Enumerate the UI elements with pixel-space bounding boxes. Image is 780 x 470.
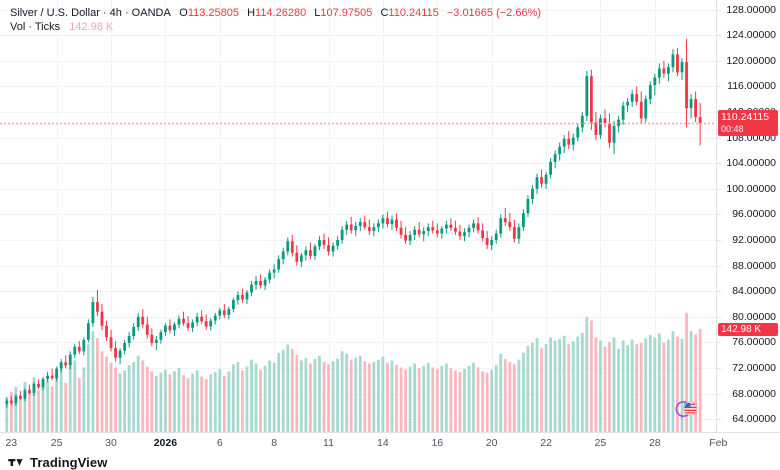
current-price-value: 110.24115	[721, 111, 770, 124]
price-tick-mark	[717, 137, 721, 139]
time-tick-label: 25	[50, 437, 63, 449]
chart-plot-area[interactable]: Silver / U.S. Dollar · 4h · OANDA O113.2…	[0, 0, 716, 432]
price-tick-mark	[717, 316, 721, 318]
price-tick-label: 64.00000	[732, 413, 776, 426]
price-tick-mark	[717, 9, 721, 11]
price-tick-mark	[717, 188, 721, 190]
price-tick-mark	[717, 35, 721, 37]
price-tick-label: 104.00000	[726, 157, 776, 170]
price-tick-mark	[717, 240, 721, 241]
price-tick-mark	[717, 86, 721, 88]
price-tick-label: 100.00000	[726, 182, 776, 195]
price-tick-label: 68.00000	[732, 387, 776, 400]
time-tick-label: 25	[594, 437, 607, 449]
bar-countdown: 00:48	[721, 124, 744, 135]
time-axis[interactable]: 23 25 30 2026 6 8 11 14 16 20 22 25 28 Feb	[0, 432, 780, 454]
time-tick-label: 16	[431, 437, 444, 449]
price-axis[interactable]: 128.00000124.00000120.00000116.00000112.…	[716, 0, 780, 432]
time-tick-label: 22	[540, 437, 552, 449]
current-volume-value: 142.98 K	[721, 323, 762, 335]
price-tick-label: 80.00000	[732, 310, 776, 323]
time-tick-label: 11	[323, 437, 334, 449]
price-tick-label: 92.00000	[732, 234, 776, 246]
tradingview-logo[interactable]: TradingView	[8, 455, 107, 470]
chart-footer: TradingView	[0, 454, 780, 470]
current-price-tag: 110.24115 00:48	[718, 110, 778, 137]
time-tick-label: 30	[105, 437, 117, 449]
current-price-line	[0, 122, 716, 125]
time-tick-label: 6	[216, 437, 223, 449]
price-tick-mark	[717, 419, 721, 421]
price-tick-label: 96.00000	[732, 208, 776, 221]
volume-series	[5, 312, 702, 432]
price-tick-mark	[717, 163, 721, 165]
price-tick-label: 124.00000	[726, 29, 776, 42]
time-tick-label: 14	[377, 437, 389, 449]
price-tick-label: 72.00000	[732, 362, 776, 374]
price-tick-mark	[717, 368, 721, 369]
time-tick-label: 2026	[153, 437, 178, 449]
time-tick-label: 23	[5, 437, 18, 449]
price-tick-mark	[717, 214, 721, 216]
price-tick-mark	[717, 60, 721, 62]
price-tick-label: 128.00000	[726, 3, 776, 16]
price-tick-mark	[717, 393, 721, 395]
price-tick-mark	[717, 291, 721, 293]
tradingview-mark-icon	[8, 459, 23, 466]
time-tick-label: 20	[485, 437, 498, 449]
time-tick-label: 8	[271, 437, 278, 449]
price-tick-label: 116.00000	[727, 80, 776, 93]
price-tick-label: 84.00000	[732, 285, 776, 298]
current-volume-tag: 142.98 K	[718, 322, 778, 336]
time-tick-label: Feb	[709, 437, 728, 449]
candlestick-series	[5, 39, 702, 408]
price-tick-mark	[717, 342, 721, 344]
tradingview-wordmark: TradingView	[30, 455, 108, 470]
price-tick-label: 76.00000	[732, 336, 776, 349]
time-tick-label: 28	[648, 437, 661, 449]
price-tick-label: 120.00000	[726, 54, 776, 67]
price-tick-mark	[717, 265, 721, 267]
price-tick-label: 88.00000	[732, 259, 776, 272]
